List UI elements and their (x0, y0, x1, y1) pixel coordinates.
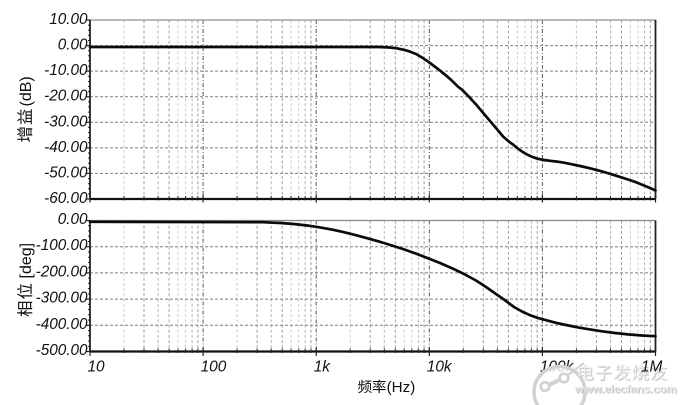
svg-text:1k: 1k (314, 359, 332, 376)
svg-text:-30.00: -30.00 (44, 113, 88, 130)
svg-text:10: 10 (88, 359, 106, 376)
svg-text:[deg]: [deg] (18, 243, 35, 279)
svg-text:-20.00: -20.00 (44, 88, 88, 105)
svg-text:-400.00: -400.00 (36, 316, 88, 333)
svg-text:0.00: 0.00 (58, 37, 88, 54)
svg-text:-60.00: -60.00 (44, 190, 88, 207)
svg-text:1M: 1M (641, 359, 663, 376)
svg-text:(Hz): (Hz) (387, 379, 416, 396)
svg-text:www.elecfans.com: www.elecfans.com (575, 385, 678, 397)
svg-text:-10.00: -10.00 (44, 62, 88, 79)
svg-text:0.00: 0.00 (58, 211, 88, 228)
svg-text:-300.00: -300.00 (36, 290, 88, 307)
svg-text:10.00: 10.00 (49, 11, 88, 28)
svg-text:-40.00: -40.00 (44, 139, 88, 156)
svg-text:-50.00: -50.00 (44, 164, 88, 181)
svg-text:10k: 10k (427, 359, 453, 376)
svg-text:-200.00: -200.00 (36, 263, 88, 280)
svg-text:(dB): (dB) (18, 76, 35, 106)
svg-text:www.elecfans.com: www.elecfans.com (574, 384, 677, 396)
svg-text:-100.00: -100.00 (36, 237, 88, 254)
svg-text:-500.00: -500.00 (36, 342, 88, 359)
svg-text:100: 100 (201, 359, 227, 376)
